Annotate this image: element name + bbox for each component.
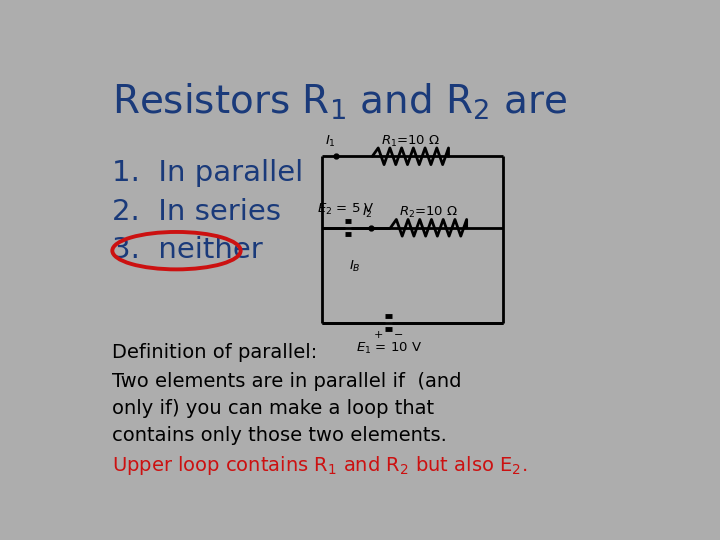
Text: Upper loop contains R$_1$ and R$_2$ but also E$_2$.: Upper loop contains R$_1$ and R$_2$ but … xyxy=(112,454,528,477)
Text: −: − xyxy=(394,330,403,340)
Text: Definition of parallel:: Definition of parallel: xyxy=(112,343,318,362)
Text: +: + xyxy=(374,330,383,340)
Text: $R_1$=10 Ω: $R_1$=10 Ω xyxy=(381,134,440,149)
Text: 1.  In parallel: 1. In parallel xyxy=(112,159,304,187)
Text: $E_2$ = 5 V: $E_2$ = 5 V xyxy=(318,202,375,218)
Text: $I_1$: $I_1$ xyxy=(325,134,336,149)
Text: Two elements are in parallel if  (and
only if) you can make a loop that
contains: Two elements are in parallel if (and onl… xyxy=(112,372,462,445)
Text: $E_1$ = 10 V: $E_1$ = 10 V xyxy=(356,341,422,356)
Text: $I_B$: $I_B$ xyxy=(349,259,361,274)
Text: $I_2$: $I_2$ xyxy=(362,205,373,220)
Text: 2.  In series: 2. In series xyxy=(112,198,282,226)
Text: Resistors R$_1$ and R$_2$ are: Resistors R$_1$ and R$_2$ are xyxy=(112,82,567,122)
Text: 3.  neither: 3. neither xyxy=(112,236,263,264)
Text: $R_2$=10 Ω: $R_2$=10 Ω xyxy=(399,205,458,220)
